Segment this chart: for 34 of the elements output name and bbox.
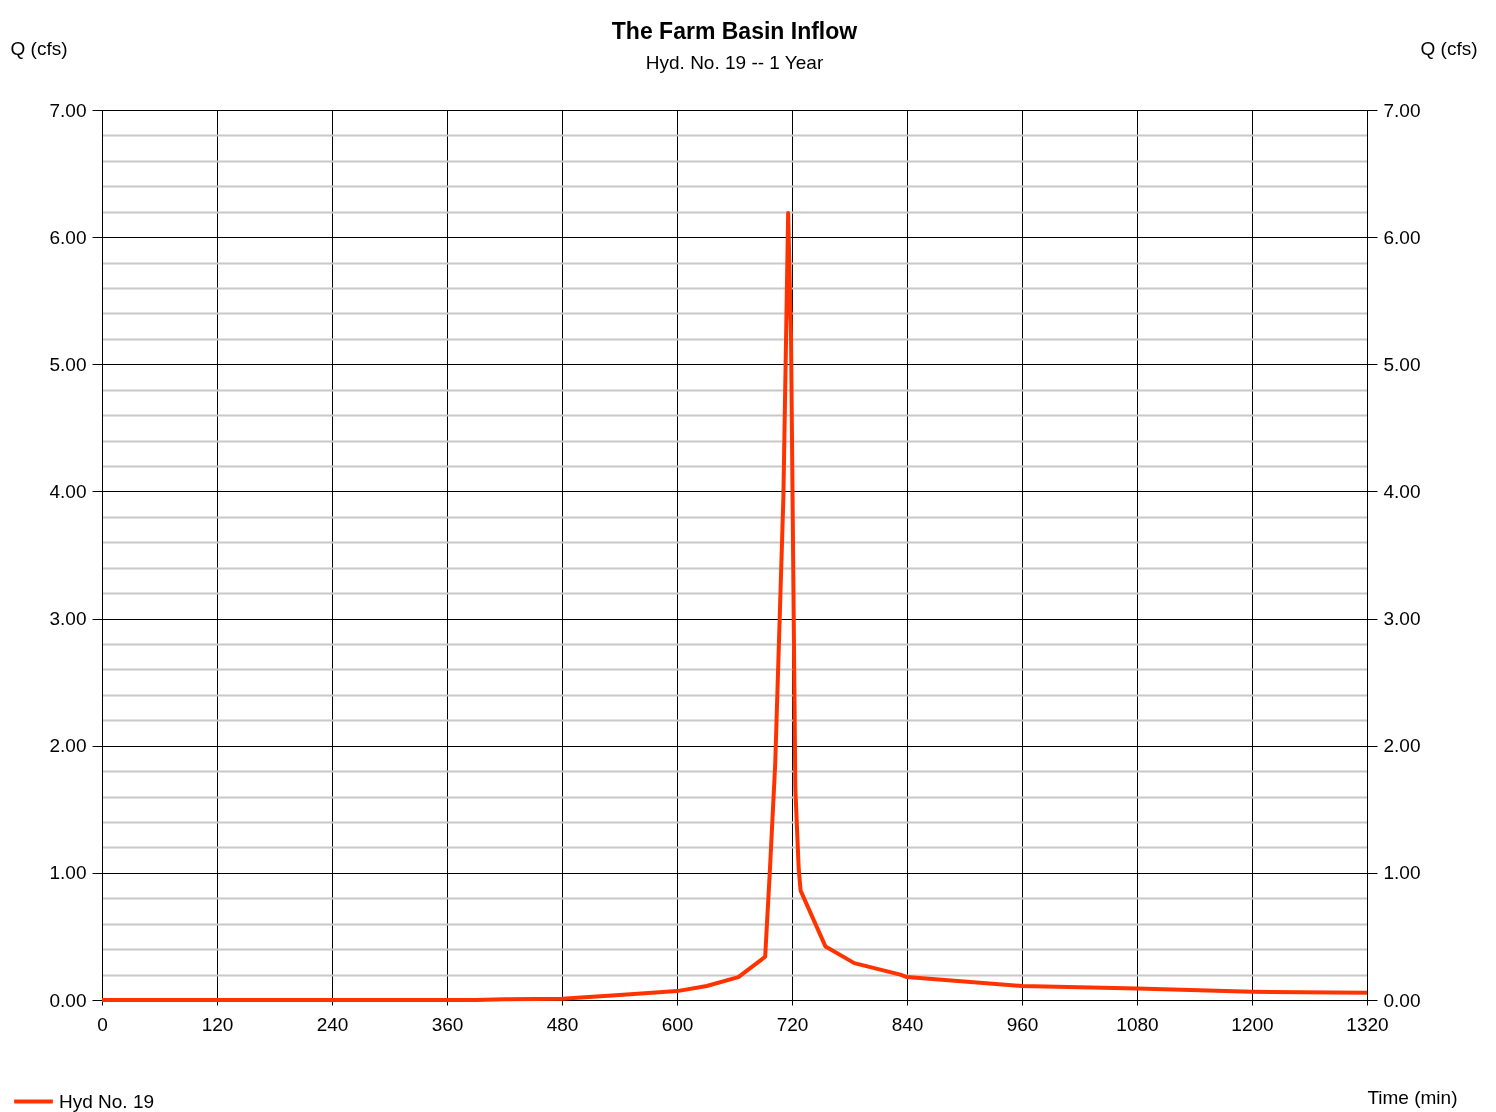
x-tick-label: 1320 [1346, 1013, 1389, 1035]
x-tick-label: 0 [97, 1013, 108, 1035]
x-tick-label: 720 [776, 1013, 809, 1035]
y2-tick-label: 0.00 [1383, 989, 1421, 1011]
y2-tick-label: 5.00 [1383, 353, 1421, 375]
x-tick-label: 600 [661, 1013, 694, 1035]
y2-tick-label: 7.00 [1383, 99, 1421, 121]
y-tick-label: 5.00 [49, 353, 87, 375]
x-tick-label: 1200 [1231, 1013, 1274, 1035]
y2-tick-label: 3.00 [1383, 608, 1421, 630]
y-tick-label: 1.00 [49, 862, 87, 884]
y2-tick-label: 1.00 [1383, 862, 1421, 884]
x-tick-label: 360 [431, 1013, 464, 1035]
y2-tick-label: 4.00 [1383, 480, 1421, 502]
y-tick-label: 3.00 [49, 608, 87, 630]
x-tick-label: 480 [546, 1013, 579, 1035]
y-tick-label: 6.00 [49, 226, 87, 248]
y-tick-label: 4.00 [49, 480, 87, 502]
x-axis-title: Time (min) [1367, 1086, 1458, 1108]
x-tick-label: 840 [891, 1013, 924, 1035]
y-axis-title: Q (cfs) [10, 37, 68, 59]
y-tick-label: 0.00 [49, 989, 87, 1011]
y2-axis-title: Q (cfs) [1420, 37, 1478, 59]
y2-tick-label: 2.00 [1383, 735, 1421, 757]
chart-subtitle: Hyd. No. 19 -- 1 Year [645, 52, 824, 73]
legend-label: Hyd No. 19 [59, 1090, 155, 1112]
x-tick-label: 240 [316, 1013, 349, 1035]
y-tick-label: 2.00 [49, 735, 87, 757]
y-tick-label: 7.00 [49, 99, 87, 121]
x-tick-label: 120 [201, 1013, 234, 1035]
x-tick-label: 960 [1006, 1013, 1039, 1035]
chart-title: The Farm Basin Inflow [611, 18, 858, 44]
x-tick-label: 1080 [1116, 1013, 1159, 1035]
y2-tick-label: 6.00 [1383, 226, 1421, 248]
